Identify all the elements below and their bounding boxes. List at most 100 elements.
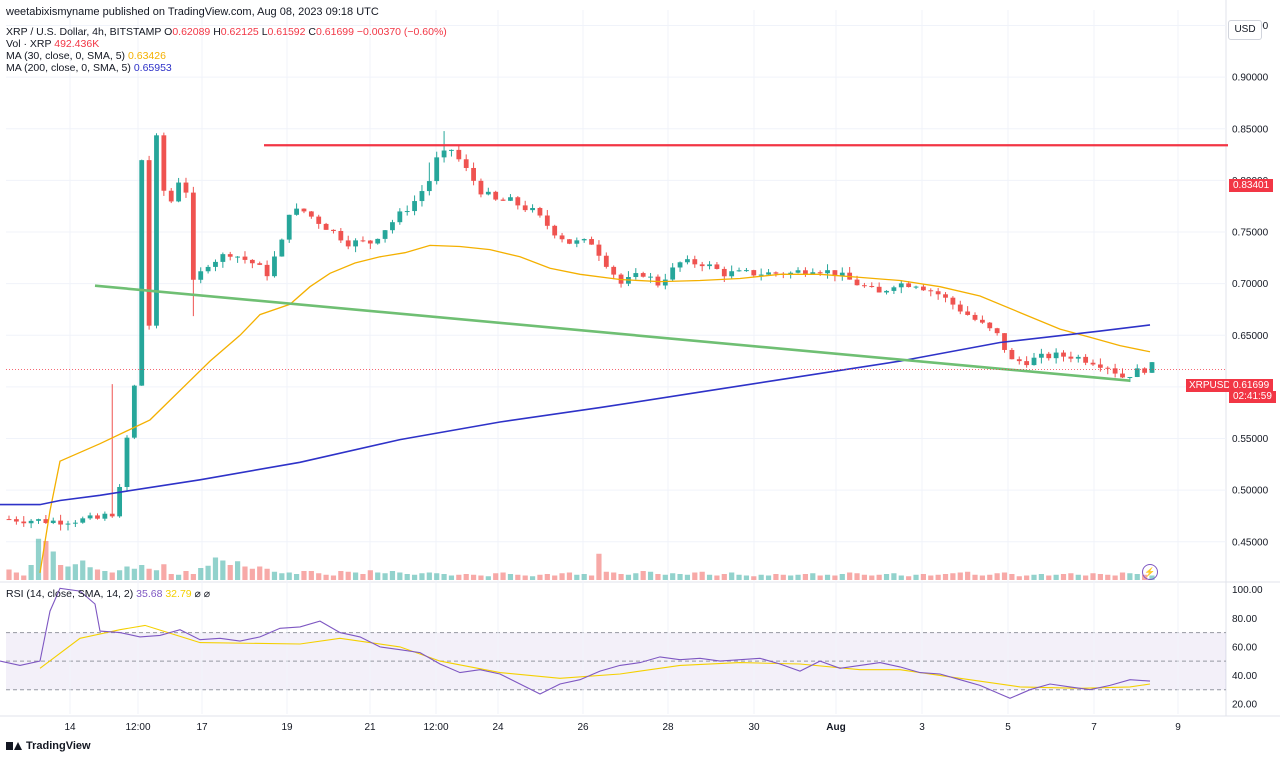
volume-bar xyxy=(1046,575,1052,580)
candle-body xyxy=(50,520,56,523)
volume-bar xyxy=(146,568,152,580)
volume-bar xyxy=(950,573,956,580)
candle-body xyxy=(965,311,971,315)
candle-body xyxy=(456,149,462,160)
volume-bar xyxy=(559,573,565,580)
candle-body xyxy=(544,215,550,226)
candle-body xyxy=(279,239,285,257)
candle-body xyxy=(139,160,145,386)
rsi-value: 35.68 xyxy=(136,588,163,600)
candle-body xyxy=(1127,377,1133,379)
volume-bar xyxy=(684,574,691,580)
candle-body xyxy=(994,328,1000,334)
candle-body xyxy=(1031,357,1037,366)
candle-body xyxy=(1024,361,1030,366)
candle-body xyxy=(1016,359,1022,362)
candle-body xyxy=(515,197,521,206)
volume-bar xyxy=(227,565,233,580)
candle-body xyxy=(485,191,491,195)
candle-body xyxy=(21,521,27,524)
candle-body xyxy=(913,286,919,288)
candle-body xyxy=(242,256,248,260)
volume-bar xyxy=(308,571,314,580)
candle-body xyxy=(736,270,742,272)
time-tick-label: 12:00 xyxy=(423,722,448,733)
volume-bar xyxy=(6,569,12,580)
volume-bar xyxy=(507,574,514,580)
candle-body xyxy=(1068,356,1074,359)
volume-bar xyxy=(765,575,772,580)
candle-body xyxy=(1149,362,1155,373)
candle-body xyxy=(1134,368,1140,378)
volume-bar xyxy=(139,565,145,580)
volume-bar xyxy=(124,566,130,580)
candle-body xyxy=(272,256,277,277)
volume-bar xyxy=(1119,572,1126,580)
currency-button[interactable]: USD xyxy=(1228,20,1262,40)
volume-bar xyxy=(906,576,912,580)
candle-body xyxy=(972,314,978,320)
candle-body xyxy=(1053,352,1059,359)
volume-bar xyxy=(286,572,292,580)
volume-bar xyxy=(58,565,64,580)
candle-body xyxy=(603,255,609,267)
candle-body xyxy=(43,519,49,523)
candle-body xyxy=(567,239,572,244)
candle-body xyxy=(294,208,299,215)
candle-body xyxy=(124,437,130,487)
candle-body xyxy=(839,272,845,277)
candle-body xyxy=(360,240,366,242)
volume-bar xyxy=(1009,574,1015,580)
time-tick-label: 21 xyxy=(364,722,376,733)
support-trendline xyxy=(94,284,1131,383)
volume-bar xyxy=(1097,574,1103,580)
candle-body xyxy=(176,182,182,202)
candle-body xyxy=(449,149,454,151)
volume-bar xyxy=(1090,573,1096,580)
candle-body xyxy=(817,272,823,274)
open-value: 0.62089 xyxy=(172,26,211,38)
volume-bar xyxy=(87,567,93,580)
candle-body xyxy=(426,181,432,192)
lightning-icon[interactable]: ⚡ xyxy=(1142,564,1158,580)
candle-body xyxy=(375,238,381,244)
volume-bar xyxy=(478,575,484,580)
candle-body xyxy=(397,211,403,223)
candle-body xyxy=(331,229,336,231)
candle-body xyxy=(146,160,152,326)
rsi-tick-label: 60.00 xyxy=(1232,642,1257,653)
candle-body xyxy=(264,264,270,277)
ma200-value: 0.65953 xyxy=(133,62,172,74)
candle-body xyxy=(633,273,639,278)
candle-body xyxy=(1120,373,1125,378)
candle-body xyxy=(729,271,735,277)
volume-bar xyxy=(706,574,713,580)
time-tick-label: 17 xyxy=(196,722,208,733)
time-tick-label: 7 xyxy=(1091,722,1097,733)
volume-bar xyxy=(13,572,19,580)
volume-bar xyxy=(338,571,344,580)
volume-bar xyxy=(942,574,949,580)
volume-bar xyxy=(1075,574,1081,580)
open-label: O xyxy=(164,26,173,38)
price-tick-label: 0.65000 xyxy=(1232,331,1269,342)
candle-body xyxy=(434,157,440,182)
candle-body xyxy=(1075,356,1081,359)
candle-body xyxy=(190,192,196,280)
volume-bar xyxy=(441,574,447,580)
candle-body xyxy=(596,244,602,256)
volume-bar xyxy=(898,575,904,580)
candle-body xyxy=(869,286,875,288)
candle-body xyxy=(183,182,189,193)
volume-bar xyxy=(426,572,432,580)
volume-bar xyxy=(419,573,425,580)
candle-body xyxy=(316,216,322,224)
volume-bar xyxy=(367,570,373,580)
volume-bar xyxy=(736,574,742,580)
volume-bar xyxy=(161,564,167,580)
volume-bar xyxy=(485,576,491,580)
candle-body xyxy=(80,518,86,523)
volume-bar xyxy=(920,574,926,580)
volume-bar xyxy=(72,564,78,580)
